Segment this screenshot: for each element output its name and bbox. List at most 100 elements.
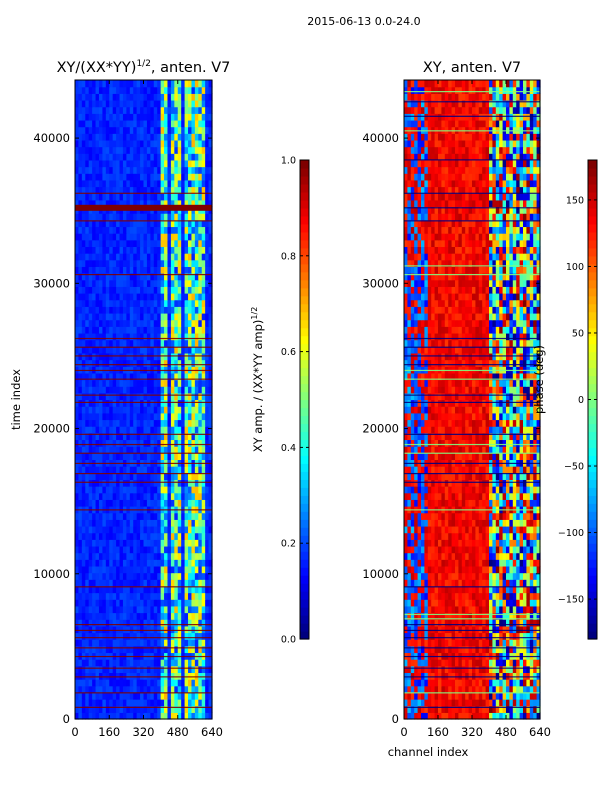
heatmap-cell bbox=[181, 612, 186, 620]
heatmap-cell bbox=[85, 133, 90, 141]
heatmap-cell bbox=[177, 273, 182, 281]
heatmap-cell bbox=[461, 552, 466, 560]
heatmap-cell bbox=[102, 146, 107, 154]
heatmap-cell bbox=[133, 213, 138, 221]
heatmap-cell bbox=[482, 612, 487, 620]
heatmap-cell bbox=[136, 599, 141, 607]
heatmap-cell bbox=[495, 565, 500, 574]
heatmap-cell bbox=[160, 639, 165, 647]
heatmap-cell bbox=[81, 153, 86, 161]
heatmap-cell bbox=[75, 179, 80, 188]
heatmap-cell bbox=[404, 639, 408, 647]
heatmap-cell bbox=[519, 592, 524, 600]
heatmap-cell bbox=[421, 619, 425, 627]
heatmap-cell bbox=[170, 106, 175, 114]
heatmap-cell bbox=[188, 605, 193, 614]
heatmap-cell bbox=[489, 679, 493, 687]
heatmap-cell bbox=[95, 472, 100, 480]
heatmap-cell bbox=[194, 193, 199, 201]
heatmap-cell bbox=[188, 133, 193, 141]
heatmap-cell bbox=[427, 565, 432, 574]
colorbar-cell bbox=[300, 295, 309, 305]
heatmap-cell bbox=[98, 173, 103, 181]
colorbar-tick-label: 0.0 bbox=[281, 635, 296, 646]
heatmap-cell bbox=[194, 126, 199, 134]
heatmap-cell bbox=[201, 525, 206, 534]
heatmap-cell bbox=[150, 452, 155, 461]
heatmap-cell bbox=[75, 93, 80, 101]
heatmap-cell bbox=[160, 166, 165, 174]
heatmap-cell bbox=[102, 133, 107, 141]
heatmap-cell bbox=[75, 166, 80, 174]
heatmap-cell bbox=[160, 432, 165, 441]
heatmap-cell bbox=[177, 279, 182, 287]
heatmap-cell bbox=[164, 119, 169, 128]
heatmap-cell bbox=[170, 372, 175, 381]
heatmap-cell bbox=[140, 219, 145, 228]
heatmap-cell bbox=[116, 419, 121, 427]
heatmap-cell bbox=[451, 672, 456, 680]
heatmap-cell bbox=[438, 632, 442, 640]
heatmap-cell bbox=[119, 532, 124, 540]
heatmap-cell bbox=[170, 80, 175, 88]
heatmap-cell bbox=[424, 592, 429, 600]
heatmap-cell bbox=[516, 579, 521, 587]
heatmap-cell bbox=[181, 645, 186, 654]
heatmap-cell bbox=[157, 665, 162, 674]
heatmap-cell bbox=[105, 279, 110, 287]
heatmap-cell bbox=[475, 679, 480, 687]
heatmap-cell bbox=[458, 612, 463, 620]
heatmap-cell bbox=[170, 253, 175, 261]
heatmap-cell bbox=[136, 386, 141, 394]
heatmap-cell bbox=[191, 685, 196, 693]
heatmap-cell bbox=[181, 665, 186, 674]
heatmap-cell bbox=[421, 679, 425, 687]
heatmap-cell bbox=[208, 159, 213, 168]
heatmap-cell bbox=[78, 332, 83, 341]
heatmap-cell bbox=[167, 712, 172, 720]
heatmap-cell bbox=[198, 372, 203, 381]
heatmap-cell bbox=[140, 585, 145, 594]
heatmap-cell bbox=[119, 273, 124, 281]
heatmap-cell bbox=[85, 539, 90, 547]
heatmap-cell bbox=[116, 699, 121, 707]
heatmap-cell bbox=[492, 692, 497, 700]
heatmap-cell bbox=[105, 306, 110, 314]
heatmap-cell bbox=[126, 106, 131, 114]
heatmap-cell bbox=[143, 539, 148, 547]
heatmap-cell bbox=[499, 605, 504, 614]
heatmap-cell bbox=[523, 605, 527, 614]
heatmap-cell bbox=[404, 619, 408, 627]
heatmap-cell bbox=[75, 372, 80, 381]
heatmap-cell bbox=[146, 705, 151, 713]
heatmap-cell bbox=[126, 519, 131, 527]
heatmap-cell bbox=[153, 139, 158, 148]
heatmap-cell bbox=[167, 126, 172, 134]
heatmap-cell bbox=[157, 605, 162, 614]
heatmap-cell bbox=[509, 699, 514, 707]
heatmap-cell bbox=[458, 712, 463, 720]
heatmap-cell bbox=[407, 692, 412, 700]
heatmap-cell bbox=[164, 579, 169, 587]
heatmap-cell bbox=[146, 446, 151, 454]
heatmap-cell bbox=[88, 119, 93, 128]
heatmap-cell bbox=[140, 246, 145, 254]
heatmap-cell bbox=[424, 552, 429, 560]
heatmap-cell bbox=[146, 239, 151, 248]
heatmap-cell bbox=[472, 612, 476, 620]
heatmap-cell bbox=[153, 392, 158, 401]
heatmap-cell bbox=[458, 665, 463, 674]
heatmap-cell bbox=[205, 159, 210, 168]
heatmap-cell bbox=[492, 645, 497, 654]
heatmap-cell bbox=[451, 645, 456, 654]
heatmap-cell bbox=[109, 259, 114, 267]
heatmap-cell bbox=[181, 146, 186, 154]
heatmap-cell bbox=[164, 419, 169, 427]
heatmap-cell bbox=[441, 639, 446, 647]
heatmap-cell bbox=[92, 559, 97, 567]
colorbar-cell bbox=[300, 343, 309, 353]
heatmap-cell bbox=[174, 519, 179, 527]
heatmap-cell bbox=[523, 705, 527, 713]
heatmap-cell bbox=[499, 712, 504, 720]
heatmap-cell bbox=[201, 246, 206, 254]
